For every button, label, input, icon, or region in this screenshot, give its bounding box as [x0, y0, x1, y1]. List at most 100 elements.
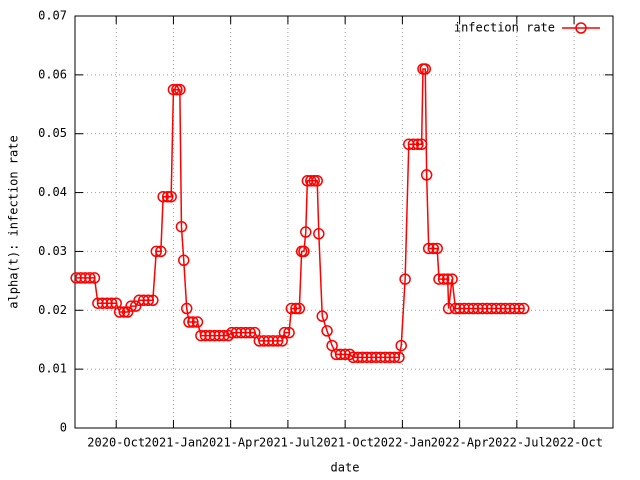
- data-point: [384, 351, 396, 364]
- data-point: [195, 329, 207, 342]
- data-point: [504, 302, 516, 315]
- data-point: [199, 329, 212, 342]
- x-tick-label: 2021-Jul: [259, 436, 317, 450]
- data-point: [427, 242, 440, 255]
- data-point: [449, 302, 462, 315]
- x-tick-label: 2022-Apr: [431, 436, 489, 450]
- data-point: [308, 175, 320, 187]
- data-point: [262, 335, 275, 347]
- x-tick-label: 2021-Apr: [202, 436, 260, 450]
- y-tick-label: 0.06: [38, 67, 67, 81]
- data-point: [101, 297, 113, 309]
- data-point: [118, 306, 130, 318]
- data-point: [125, 300, 137, 312]
- data-point: [171, 83, 183, 96]
- y-axis-label: alpha(t): infection rate: [7, 135, 21, 308]
- data-point: [412, 138, 424, 151]
- y-tick-label: 0.02: [38, 303, 67, 317]
- data-point: [298, 245, 310, 258]
- x-tick-label: 2021-Oct: [316, 436, 374, 450]
- data-point: [356, 351, 369, 364]
- x-axis-label: date: [331, 461, 360, 475]
- data-point: [208, 329, 221, 342]
- data-point: [485, 302, 498, 315]
- data-point: [177, 254, 190, 267]
- x-tick-label: 2020-Oct: [87, 436, 145, 450]
- data-point: [183, 316, 195, 328]
- data-point: [150, 245, 163, 258]
- legend-label: infection rate: [454, 21, 555, 35]
- data-point: [313, 228, 325, 240]
- data-point: [513, 302, 525, 315]
- x-tick-label: 2022-Oct: [545, 436, 603, 450]
- data-point: [330, 348, 342, 361]
- data-point: [276, 335, 288, 347]
- data-point: [113, 306, 126, 318]
- data-point: [361, 351, 373, 364]
- data-point: [431, 242, 443, 255]
- data-point: [161, 190, 174, 203]
- data-point: [293, 302, 306, 315]
- data-point: [204, 329, 216, 342]
- data-point: [191, 316, 204, 328]
- data-point: [79, 272, 92, 284]
- data-point: [379, 351, 391, 364]
- data-point: [271, 335, 284, 347]
- x-tick-label: 2022-Jul: [488, 436, 546, 450]
- data-point: [321, 325, 333, 337]
- data-point: [235, 326, 247, 339]
- data-point: [133, 294, 145, 307]
- data-point: [499, 302, 512, 315]
- data-point: [147, 294, 159, 307]
- data-point: [467, 302, 480, 315]
- data-point: [92, 297, 104, 309]
- data-point: [180, 302, 193, 315]
- data-point: [278, 326, 291, 339]
- data-point: [311, 175, 323, 187]
- data-point: [157, 190, 169, 203]
- data-point: [433, 273, 445, 285]
- data-point: [226, 326, 238, 339]
- data-point: [334, 348, 347, 361]
- data-point: [129, 300, 142, 312]
- data-point: [472, 302, 484, 315]
- data-point: [458, 302, 470, 315]
- data-point: [174, 83, 186, 96]
- data-point: [285, 302, 298, 315]
- data-point: [258, 335, 270, 347]
- data-point: [420, 169, 433, 181]
- data-point: [88, 272, 101, 284]
- data-point: [300, 226, 312, 238]
- data-point: [339, 348, 351, 361]
- data-point: [283, 326, 295, 339]
- data-point: [517, 302, 530, 315]
- data-point: [167, 83, 180, 96]
- data-point: [508, 302, 521, 315]
- data-point: [142, 294, 155, 307]
- data-point: [239, 326, 252, 339]
- data-point: [442, 302, 455, 315]
- x-tick-label: 2021-Jan: [145, 436, 203, 450]
- legend-swatch: [575, 22, 587, 34]
- data-point: [96, 297, 109, 309]
- y-tick-label: 0.07: [38, 9, 67, 23]
- data-point: [476, 302, 489, 315]
- y-tick-label: 0.01: [38, 362, 67, 376]
- data-point: [290, 302, 302, 315]
- data-point: [187, 316, 199, 328]
- data-point: [343, 348, 356, 361]
- data-point: [370, 351, 382, 364]
- data-point: [374, 351, 387, 364]
- y-tick-label: 0.03: [38, 244, 67, 258]
- data-point: [121, 306, 134, 318]
- data-point: [490, 302, 502, 315]
- y-tick-label: 0.04: [38, 185, 67, 199]
- data-point: [403, 138, 415, 151]
- data-point: [165, 190, 177, 203]
- data-point: [481, 302, 493, 315]
- data-point: [347, 351, 359, 364]
- data-point: [407, 138, 420, 151]
- data-point: [351, 351, 364, 364]
- data-point: [316, 310, 329, 322]
